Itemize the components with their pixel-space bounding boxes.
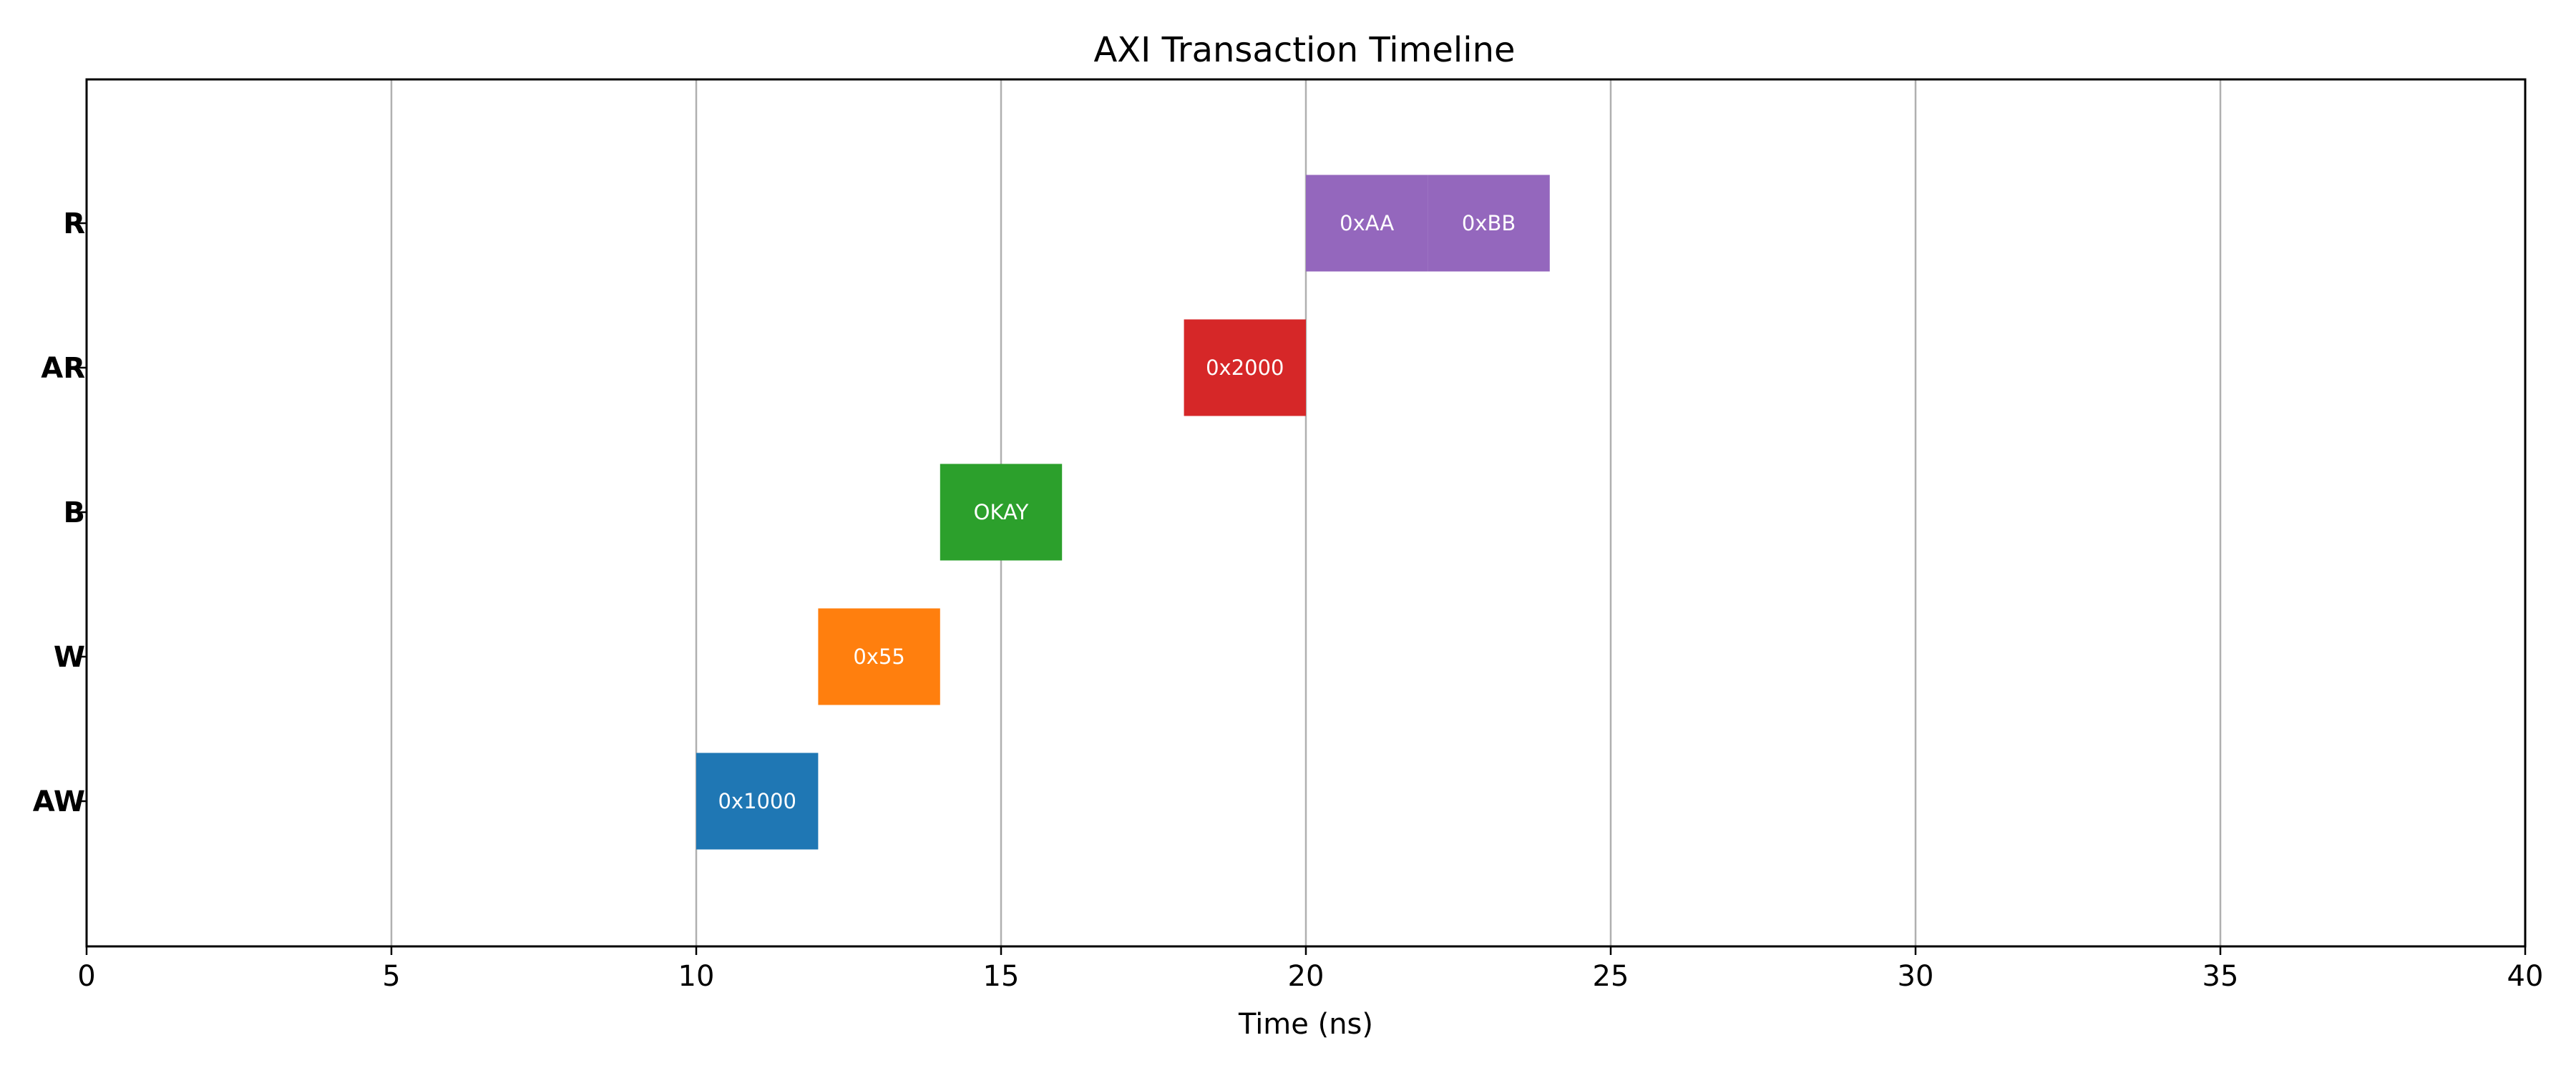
timeline-bars: 0x1000 0x55 OKAY 0x2000 0xAA 0xBB bbox=[696, 175, 1550, 850]
y-tick-label: AW bbox=[33, 785, 85, 818]
chart-title: AXI Transaction Timeline bbox=[1093, 30, 1515, 70]
y-tick-label: R bbox=[63, 207, 85, 240]
bar-label: 0xAA bbox=[1340, 211, 1394, 235]
bar-label: 0x1000 bbox=[718, 789, 796, 813]
bar-label: OKAY bbox=[974, 500, 1029, 524]
x-tick-label: 0 bbox=[77, 960, 95, 993]
x-tick-label: 5 bbox=[382, 960, 400, 993]
y-tick-label: B bbox=[64, 496, 86, 529]
x-axis: 0 5 10 15 20 25 30 35 40 bbox=[77, 946, 2543, 993]
x-tick-label: 20 bbox=[1288, 960, 1324, 993]
bar-label: 0x55 bbox=[853, 645, 905, 669]
y-tick-label: W bbox=[54, 641, 85, 674]
x-tick-label: 40 bbox=[2507, 960, 2544, 993]
x-tick-label: 15 bbox=[983, 960, 1020, 993]
x-tick-label: 30 bbox=[1898, 960, 1934, 993]
x-tick-label: 25 bbox=[1593, 960, 1629, 993]
x-tick-label: 10 bbox=[678, 960, 715, 993]
bar-label: 0xBB bbox=[1462, 211, 1516, 235]
y-axis: AW W B AR R bbox=[33, 207, 87, 818]
bar-label: 0x2000 bbox=[1206, 356, 1284, 380]
x-axis-label: Time (ns) bbox=[1238, 1008, 1373, 1041]
x-tick-label: 35 bbox=[2202, 960, 2239, 993]
y-tick-label: AR bbox=[41, 352, 85, 385]
